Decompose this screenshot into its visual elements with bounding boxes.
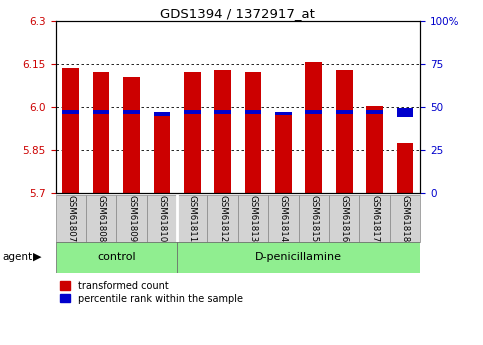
Text: GSM61808: GSM61808 (97, 195, 106, 242)
Bar (154, 112, 170, 116)
Bar (177, 241, 420, 273)
Bar (208, 195, 238, 242)
Bar (275, 112, 292, 115)
Text: GSM61807: GSM61807 (66, 195, 75, 242)
Bar (56, 195, 86, 242)
Bar (123, 77, 140, 193)
Bar (154, 114, 170, 193)
Text: GSM61810: GSM61810 (157, 195, 167, 242)
Bar (397, 143, 413, 193)
Bar (62, 68, 79, 193)
Bar (275, 114, 292, 193)
Bar (147, 195, 177, 242)
Bar (245, 72, 261, 193)
Bar (214, 70, 231, 193)
Bar (86, 195, 116, 242)
Bar (56, 241, 177, 273)
Text: GSM61813: GSM61813 (249, 195, 257, 242)
Bar (93, 110, 110, 114)
Bar (366, 106, 383, 193)
Legend: transformed count, percentile rank within the sample: transformed count, percentile rank withi… (60, 281, 243, 304)
Text: GSM61817: GSM61817 (370, 195, 379, 242)
Text: GSM61812: GSM61812 (218, 195, 227, 242)
Text: GSM61811: GSM61811 (188, 195, 197, 242)
Text: GSM61814: GSM61814 (279, 195, 288, 242)
Bar (238, 195, 268, 242)
Title: GDS1394 / 1372917_at: GDS1394 / 1372917_at (160, 7, 315, 20)
Bar (336, 110, 353, 114)
Bar (397, 108, 413, 117)
Text: GSM61818: GSM61818 (400, 195, 410, 242)
Bar (184, 72, 200, 193)
Bar (62, 110, 79, 114)
Text: GSM61815: GSM61815 (309, 195, 318, 242)
Text: GSM61816: GSM61816 (340, 195, 349, 242)
Bar (329, 195, 359, 242)
Bar (93, 72, 110, 193)
Bar (305, 110, 322, 114)
Bar (214, 110, 231, 114)
Text: D-penicillamine: D-penicillamine (255, 252, 342, 262)
Bar (184, 110, 200, 114)
Bar (305, 62, 322, 193)
Bar (245, 110, 261, 114)
Bar (123, 110, 140, 114)
Text: GSM61809: GSM61809 (127, 195, 136, 242)
Bar (177, 195, 208, 242)
Bar (366, 110, 383, 114)
Text: agent: agent (2, 252, 32, 262)
Text: ▶: ▶ (33, 252, 42, 262)
Bar (390, 195, 420, 242)
Bar (359, 195, 390, 242)
Bar (268, 195, 298, 242)
Bar (116, 195, 147, 242)
Bar (298, 195, 329, 242)
Bar (336, 70, 353, 193)
Text: control: control (97, 252, 136, 262)
